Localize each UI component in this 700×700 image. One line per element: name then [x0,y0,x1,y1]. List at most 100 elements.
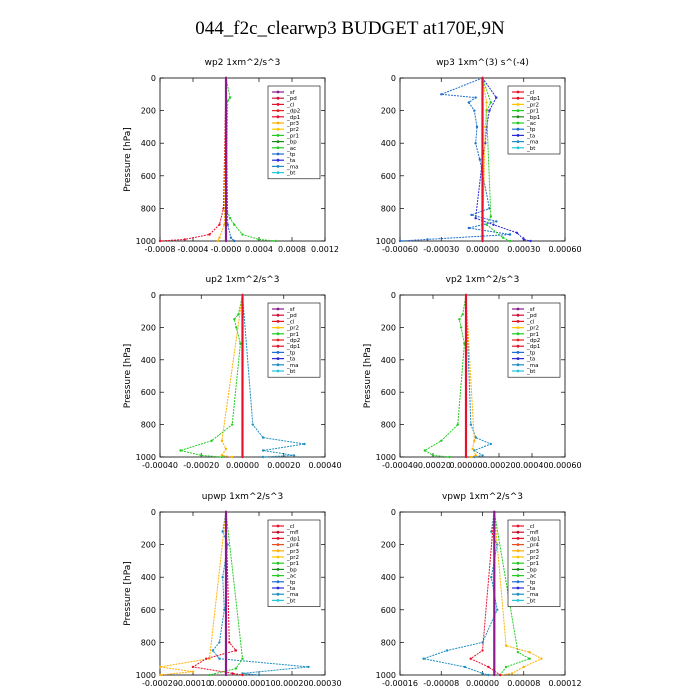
series-point [496,543,499,546]
legend-entry: _bp [286,567,297,573]
series-point [456,423,459,426]
x-tick-label: -0.00030 [423,245,459,254]
x-tick-label: -0.00020 [142,679,178,688]
legend-entry: _pd [286,313,297,319]
series-line-dp2 [178,294,243,458]
legend-marker [516,121,520,125]
series-point [473,109,476,112]
y-tick-label: 200 [381,323,396,332]
panel-title: upwp 1xm^2/s^3 [202,492,283,502]
legend-marker [276,332,280,336]
legend-entry: _dp1 [286,536,300,542]
series-point [226,223,229,226]
x-tick-label: 0.00030 [308,679,341,688]
legend-entry: _dp2 [526,338,540,344]
series-point [303,442,306,446]
series-point [210,439,213,442]
series-point [191,665,195,669]
legend-entry: _bt [526,146,536,152]
legend-entry: _pd [286,96,297,102]
series-point [241,233,244,236]
series-point [481,649,484,652]
series-point [233,318,236,321]
series-point [200,454,203,457]
x-tick-label: 0.00020 [482,461,515,470]
legend-box [267,85,321,180]
panel-6: vpwp 1xm^2/s^3 0 200 400 600 800 1000-0.00016-… [376,492,582,688]
series-point [191,670,195,673]
panel-title: vpwp 1xm^2/s^3 [442,492,523,502]
legend-entry: _ma [286,363,298,369]
series-line-tp [399,77,511,242]
y-tick-label: 800 [141,638,156,647]
x-tick-label: -0.0004 [178,245,209,254]
series-point [307,665,310,669]
x-tick-label: -0.00016 [382,679,418,688]
legend-marker [516,326,520,329]
legend-entry: _cl [286,319,295,325]
series-point [228,217,232,220]
legend-box [267,519,321,607]
series-line-pr2 [159,511,227,676]
series-point [469,657,472,660]
series-point [528,657,531,660]
legend-entry: _pr1 [526,561,539,567]
series-point [224,239,228,243]
legend-entry: _pr2 [286,127,299,133]
series-point [510,672,514,675]
x-tick-label: 0.00060 [548,245,581,254]
legend-marker [516,574,520,577]
series-point [233,223,236,226]
series-point [464,455,468,459]
x-tick-label: -0.0008 [145,245,176,254]
legend-marker [516,561,520,565]
series-point [487,673,490,677]
legend-marker [516,103,520,106]
series-point [473,439,476,442]
series-point [235,326,238,329]
series-point [257,673,261,677]
legend-marker [276,158,280,162]
legend-marker [516,351,520,354]
legend-entry: _dp1 [526,536,540,542]
x-tick-label: -0.00008 [423,679,459,688]
panel-title: vp2 1xm^2/s^3 [446,275,520,285]
series-point [234,649,238,652]
legend-marker [276,530,280,534]
panel-5: upwp 1xm^2/s^3 0 200 400 600 800 1000-0.00020-… [123,492,342,688]
legend-marker [516,146,520,150]
legend-marker [276,338,280,342]
legend-entry: _mfl [526,530,539,536]
series-point [459,326,463,329]
legend-box [507,85,561,155]
plot-frame [159,77,326,242]
series-point [528,651,531,654]
series-point [448,455,451,459]
legend-entry: _dp2 [286,109,300,115]
series-point [241,657,244,660]
series-point [224,76,228,80]
series-point [481,239,484,243]
panel-3: up2 1xm^2/s^3 0 200 400 600 800 1000-0.00040 -0… [123,275,342,470]
series-point [208,673,211,677]
legend-entry: _ma [526,592,538,598]
legend-marker [276,363,280,367]
series-point [226,99,229,103]
series-point [274,239,277,243]
legend-entry: _pr4 [286,543,300,549]
legend-marker [516,140,520,144]
legend-entry: _pr2 [526,555,539,561]
series-point [474,96,477,99]
series-point [211,649,214,652]
legend-marker [516,586,520,590]
legend-marker [516,96,520,100]
y-tick-label: 400 [381,139,396,148]
legend-marker [276,574,280,577]
legend-entry: _pr3 [286,121,300,127]
legend-marker [516,363,520,367]
panel-2: wp3 1xm^(3) s^(-4)02004006008001000-0.00… [376,58,582,254]
series-line-ac [209,511,244,676]
series-line-dp2 [423,294,467,458]
